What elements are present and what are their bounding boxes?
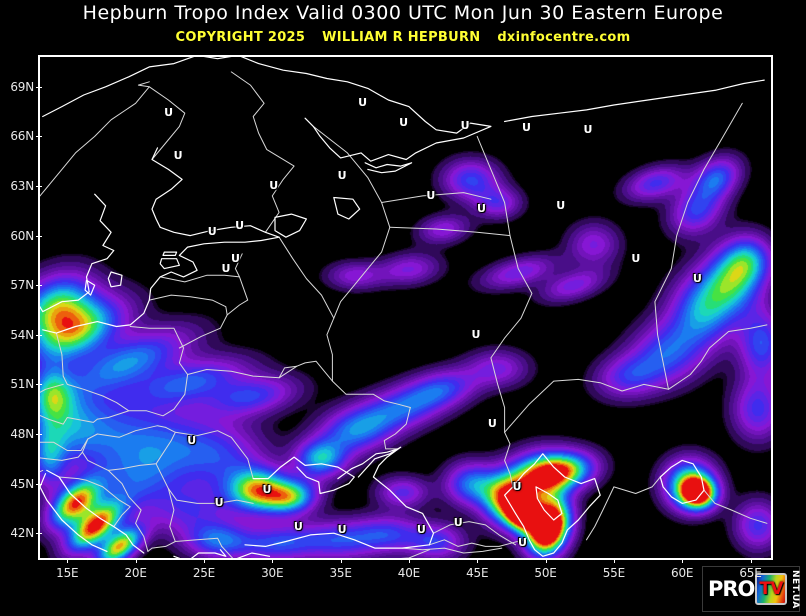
y-axis-tick-label: 48N [10, 426, 34, 441]
x-axis-tick-mark [340, 558, 342, 563]
y-axis-tick-label: 63N [10, 178, 34, 193]
x-axis-tick-label: 15E [56, 566, 79, 580]
x-axis-tick-mark [613, 558, 615, 563]
y-axis-tick-label: 66N [10, 129, 34, 144]
y-axis-tick-mark [36, 86, 42, 88]
y-axis-tick-label: 42N [10, 526, 34, 541]
x-axis-tick-mark [67, 558, 69, 563]
x-axis-tick-mark [135, 558, 137, 563]
x-axis-tick-label: 45E [466, 566, 489, 580]
x-axis-tick-label: 25E [192, 566, 216, 580]
y-axis-tick-label: 54N [10, 327, 34, 342]
x-axis-tick-label: 40E [397, 566, 421, 580]
x-axis-tick-mark [682, 558, 684, 563]
website-text: dxinfocentre.com [497, 30, 631, 45]
y-axis-tick-label: 51N [10, 377, 34, 392]
x-axis-tick-label: 35E [329, 566, 352, 580]
x-axis-tick-label: 60E [671, 566, 694, 580]
x-axis-tick-label: 65E [739, 566, 762, 580]
x-axis-tick-label: 55E [602, 566, 625, 580]
logo-brand-text: PRO [708, 577, 755, 601]
x-axis-tick-mark [477, 558, 479, 563]
x-axis-tick-label: 20E [124, 566, 147, 580]
geography-overlay [40, 57, 768, 558]
logo-domain-text: NET.UA [790, 569, 800, 609]
y-axis-tick-mark [36, 433, 42, 435]
x-axis-tick-mark [272, 558, 274, 563]
map-plot-area[interactable] [38, 55, 773, 560]
x-axis-tick-mark [203, 558, 205, 563]
y-axis-tick-mark [36, 384, 42, 386]
x-axis-tick-label: 30E [261, 566, 284, 580]
x-axis-tick-label: 50E [534, 566, 557, 580]
page-title: Hepburn Tropo Index Valid 0300 UTC Mon J… [82, 2, 724, 24]
y-axis-tick-label: 60N [10, 228, 34, 243]
y-axis-tick-mark [36, 483, 42, 485]
logo-screen-text: TV [759, 579, 784, 599]
y-axis-tick-label: 57N [10, 278, 34, 293]
x-axis-tick-mark [750, 558, 752, 563]
y-axis-tick-mark [36, 285, 42, 287]
logo-tv-screen: TV [755, 573, 787, 605]
author-text: WILLIAM R HEPBURN [322, 30, 481, 45]
y-axis-tick-label: 45N [10, 476, 34, 491]
copyright-text: COPYRIGHT 2025 [175, 30, 306, 45]
protv-watermark: PRO TV NET.UA [702, 566, 800, 612]
x-axis-tick-mark [545, 558, 547, 563]
y-axis-tick-mark [36, 185, 42, 187]
y-axis-tick-mark [36, 334, 42, 336]
y-axis-tick-mark [36, 235, 42, 237]
y-axis-tick-label: 69N [10, 79, 34, 94]
y-axis-tick-mark [36, 136, 42, 138]
copyright-line: COPYRIGHT 2025 WILLIAM R HEPBURN dxinfoc… [0, 30, 806, 45]
x-axis-tick-mark [408, 558, 410, 563]
y-axis-tick-mark [36, 533, 42, 535]
